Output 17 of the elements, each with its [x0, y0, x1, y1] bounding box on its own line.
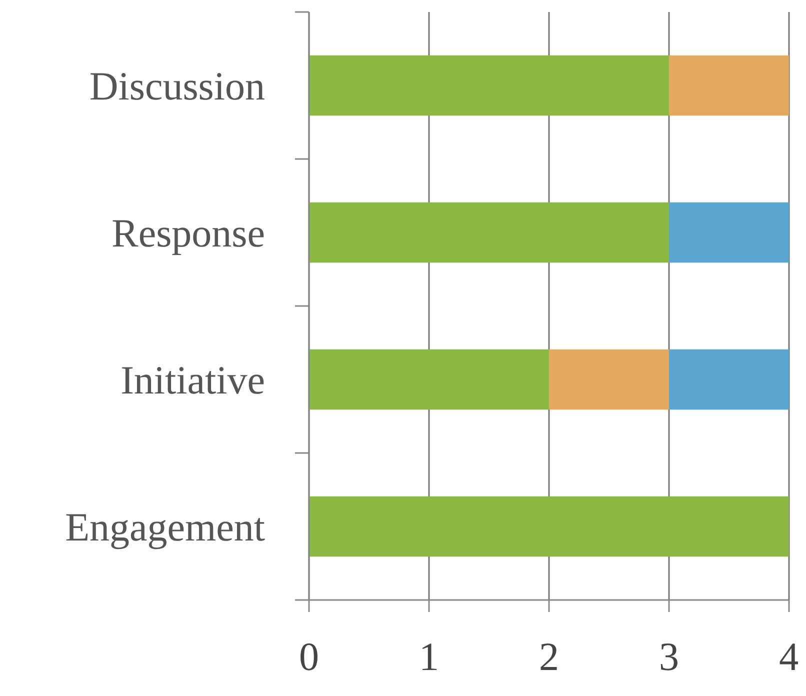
x-tick-label: 4	[779, 634, 799, 679]
y-tick-label: Response	[112, 210, 265, 256]
bar	[669, 55, 789, 116]
bar	[309, 202, 669, 263]
bar	[309, 55, 669, 116]
y-tick-label: Initiative	[120, 358, 265, 402]
y-tick-label: Engagement	[65, 504, 265, 550]
x-tick-label: 2	[539, 634, 559, 679]
bar	[669, 202, 789, 263]
x-tick-label: 1	[419, 634, 439, 679]
x-tick-label: 0	[299, 634, 319, 679]
y-tick-label: Discussion	[89, 64, 265, 108]
bar	[549, 349, 669, 410]
x-tick-label: 3	[659, 634, 679, 679]
bar	[309, 496, 789, 557]
bar	[669, 349, 789, 410]
bar	[309, 349, 549, 410]
